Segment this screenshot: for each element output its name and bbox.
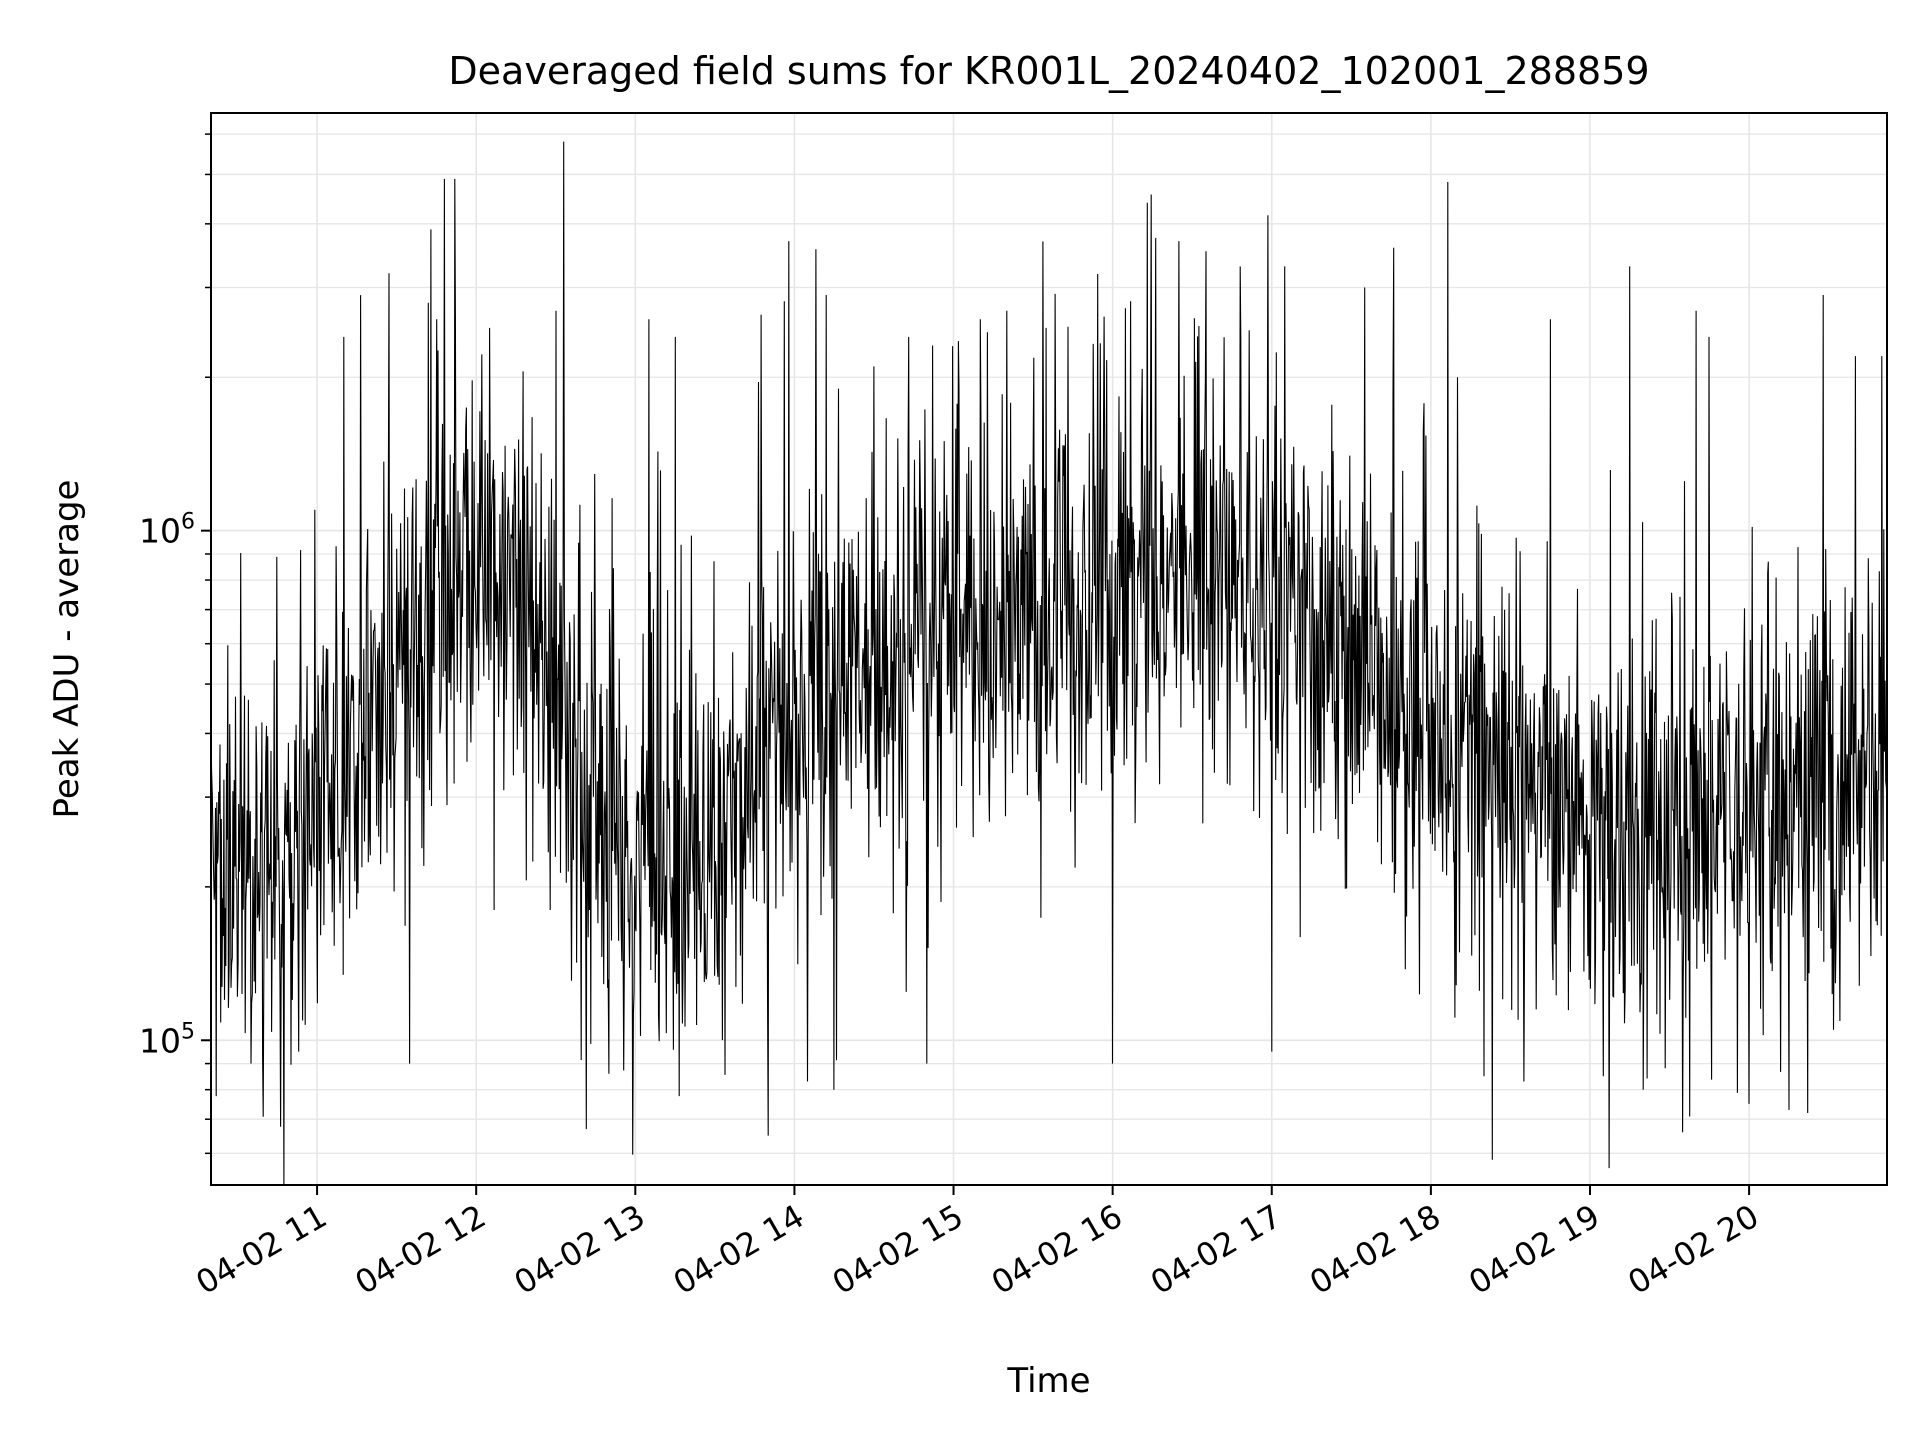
- y-tick-label: 106: [139, 510, 195, 551]
- plot-frame: [210, 112, 1888, 1186]
- chart-title: Deaveraged field sums for KR001L_2024040…: [448, 49, 1649, 93]
- y-tick-exponent: 6: [181, 510, 195, 535]
- y-tick-label: 105: [139, 1019, 195, 1060]
- series-line: [210, 141, 1888, 1186]
- y-tick-base: 10: [139, 512, 181, 551]
- y-axis-label: Peak ADU - average: [47, 480, 87, 819]
- y-tick-base: 10: [139, 1021, 181, 1060]
- y-tick-exponent: 5: [181, 1019, 195, 1044]
- x-axis-label: Time: [1006, 1361, 1090, 1401]
- series-group: [210, 141, 1888, 1186]
